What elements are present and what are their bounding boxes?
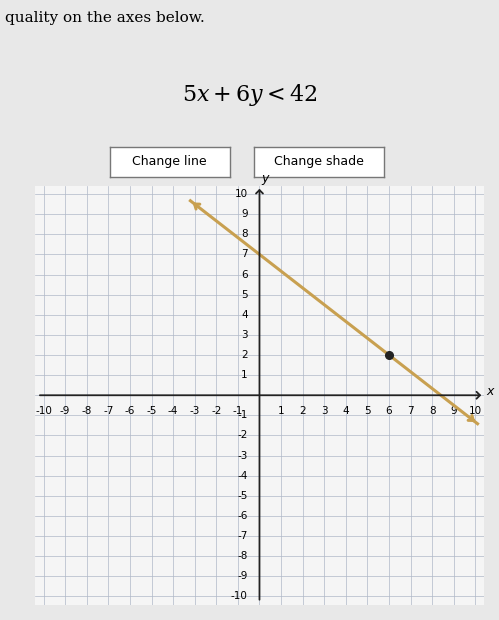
Text: -8: -8	[81, 406, 92, 416]
Text: quality on the axes below.: quality on the axes below.	[5, 11, 205, 25]
Text: 9: 9	[241, 209, 248, 219]
Text: 10: 10	[235, 189, 248, 199]
Text: 5: 5	[241, 290, 248, 299]
Text: Change shade: Change shade	[274, 156, 364, 168]
Text: 6: 6	[241, 270, 248, 280]
Text: -6: -6	[125, 406, 135, 416]
Text: -9: -9	[60, 406, 70, 416]
Text: -10: -10	[231, 591, 248, 601]
Text: 2: 2	[241, 350, 248, 360]
Text: -7: -7	[103, 406, 114, 416]
Text: 4: 4	[241, 310, 248, 320]
Text: -2: -2	[237, 430, 248, 440]
Text: -7: -7	[237, 531, 248, 541]
Text: -5: -5	[146, 406, 157, 416]
Text: -4: -4	[237, 471, 248, 480]
Text: -10: -10	[35, 406, 52, 416]
Text: -6: -6	[237, 511, 248, 521]
Text: 6: 6	[386, 406, 392, 416]
Text: -1: -1	[233, 406, 243, 416]
Text: 4: 4	[342, 406, 349, 416]
Text: x: x	[486, 385, 494, 398]
Text: -9: -9	[237, 572, 248, 582]
Text: -2: -2	[211, 406, 222, 416]
Text: -1: -1	[237, 410, 248, 420]
Text: -3: -3	[237, 451, 248, 461]
Text: 8: 8	[241, 229, 248, 239]
Text: 1: 1	[278, 406, 284, 416]
Text: 3: 3	[241, 330, 248, 340]
Text: 7: 7	[241, 249, 248, 259]
Text: 9: 9	[451, 406, 457, 416]
Text: -3: -3	[190, 406, 200, 416]
Text: -8: -8	[237, 551, 248, 561]
Text: -4: -4	[168, 406, 178, 416]
Text: $5x + 6y < 42$: $5x + 6y < 42$	[182, 82, 317, 108]
Text: 7: 7	[407, 406, 414, 416]
Text: 8: 8	[429, 406, 436, 416]
Text: 3: 3	[321, 406, 327, 416]
Text: -5: -5	[237, 491, 248, 501]
Text: 2: 2	[299, 406, 306, 416]
Text: y: y	[261, 172, 268, 185]
Text: 5: 5	[364, 406, 371, 416]
Text: Change line: Change line	[132, 156, 207, 168]
Text: 10: 10	[469, 406, 482, 416]
Text: 1: 1	[241, 370, 248, 380]
